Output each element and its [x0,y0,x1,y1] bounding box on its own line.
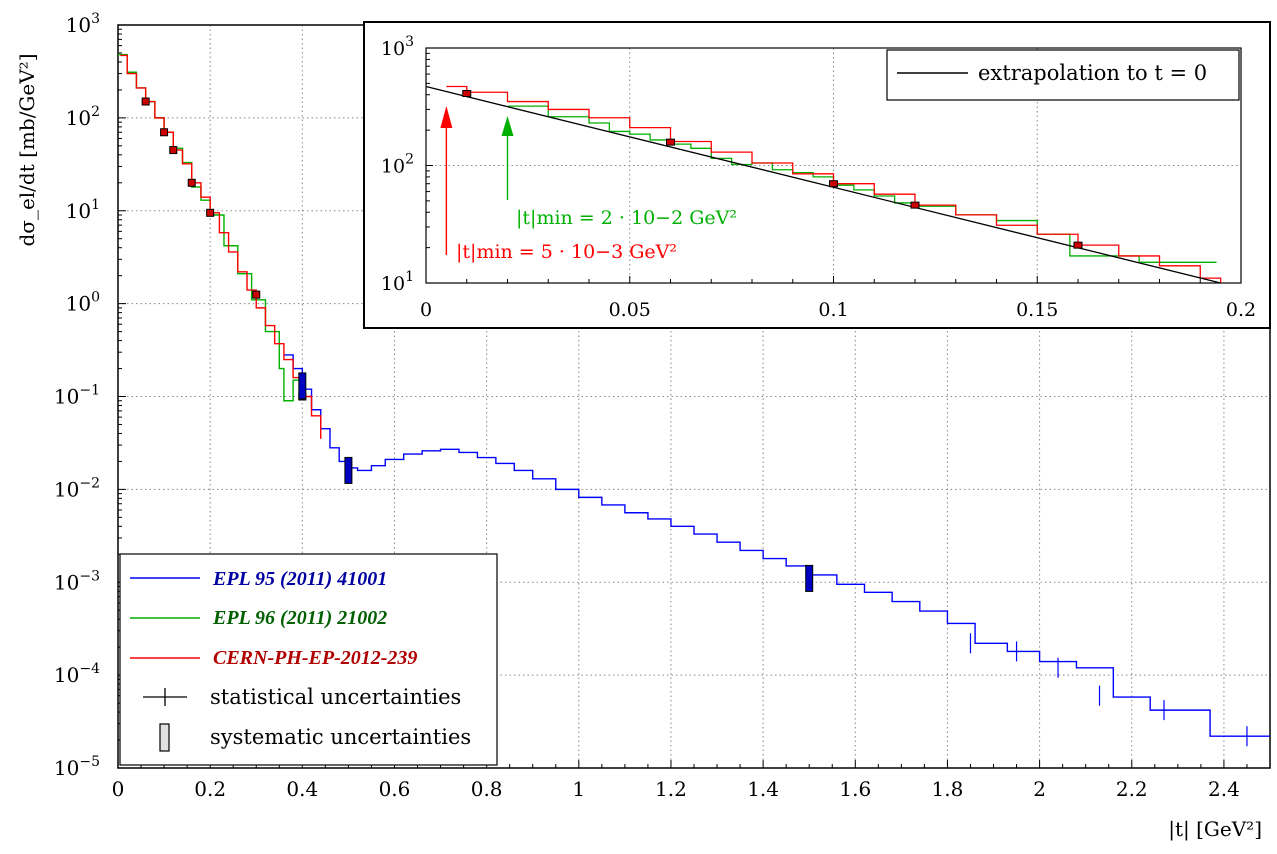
inset-y-ticks: 101 102 103 [381,34,433,295]
y-tick-label: 102 [66,104,100,130]
systematic-box [252,290,261,299]
inset-systematic-box [462,89,472,97]
systematic-box [805,564,814,592]
inset-systematic-box [1073,241,1083,249]
inset-annotations: |t|min = 2 · 10−2 GeV² |t|min = 5 · 10−3 … [440,106,737,263]
legend-label-epl96: EPL 96 (2011) 21002 [212,607,387,629]
main-y-ticks: 10−5 10−4 10−3 10−2 10−1 100 101 102 103 [54,11,126,780]
inset-systematic-box [666,138,675,146]
tmin-red-arrow-head [440,106,453,128]
tmin-red-label: |t|min = 5 · 10−3 GeV² [456,241,677,263]
legend-label-epl95: EPL 95 (2011) 41001 [212,568,387,590]
main-legend-box [119,553,498,766]
inset-extrapolation-line [425,85,1221,284]
y-tick-label: 100 [66,290,100,316]
tmin-green-arrow-head [501,116,514,136]
x-tick-label: 0.6 [379,777,411,801]
main-legend: EPL 95 (2011) 41001 EPL 96 (2011) 21002 … [119,553,498,766]
x-tick-label: 0 [112,777,125,801]
inset-grid [426,48,1241,283]
x-tick-label: 1 [572,777,585,801]
x-tick-label: 2 [1033,777,1046,801]
inset-y-tick-label: 101 [381,269,414,295]
legend-label-cern: CERN-PH-EP-2012-239 [213,647,417,669]
inset-x-tick-label: 0 [420,299,432,321]
systematic-box [187,178,196,187]
series-line-cern-ph-ep-2012-239 [120,54,322,439]
inset-legend: extrapolation to t = 0 [886,49,1240,101]
systematic-box [160,128,169,137]
legend-sys-box-icon [159,723,170,752]
x-tick-label: 0.2 [194,777,226,801]
y-tick-label: 103 [66,11,100,37]
x-tick-label: 0.8 [471,777,503,801]
x-tick-label: 1.8 [932,777,964,801]
inset-y-tick-label: 102 [381,152,414,178]
inset-legend-label: extrapolation to t = 0 [978,61,1207,85]
systematic-box [344,456,353,484]
systematic-box [169,146,178,155]
y-tick-label: 10−1 [54,383,100,409]
y-axis-label: dσ_el/dt [mb/GeV²] [15,53,39,246]
y-tick-label: 10−5 [54,754,100,780]
systematic-box [206,208,215,217]
legend-label-sys: systematic uncertainties [210,725,471,749]
inset-x-tick-label: 0.05 [609,299,651,321]
y-tick-label: 101 [66,197,100,223]
main-error-layer [808,568,1248,747]
main-systematic-layer [141,97,814,592]
inset-systematic-box [910,201,920,209]
inset-x-tick-label: 0.1 [818,299,848,321]
systematic-box [298,372,307,400]
main-x-ticks: 0 0.2 0.4 0.6 0.8 1 1.2 1.4 1.6 1.8 2 2.2 2.4 [112,760,1271,801]
y-tick-label: 10−2 [54,475,100,501]
x-tick-label: 2.2 [1116,777,1148,801]
systematic-box [141,97,150,106]
x-axis-label: |t| [GeV²] [1168,817,1262,842]
y-tick-label: 10−3 [54,568,100,594]
inset-x-tick-label: 0.2 [1226,299,1256,321]
inset-x-ticks: 0 0.05 0.1 0.15 0.2 [420,276,1256,321]
x-tick-label: 2.4 [1208,777,1240,801]
inset-systematic-box [829,180,838,188]
x-tick-label: 1.4 [747,777,779,801]
x-tick-label: 0.4 [286,777,318,801]
x-tick-label: 1.6 [839,777,871,801]
inset-systematic-layer [462,89,1083,249]
inset-x-tick-label: 0.15 [1016,299,1058,321]
inset-y-tick-label: 103 [381,34,414,60]
legend-stat-cross-icon [143,688,187,706]
x-tick-label: 1.2 [655,777,687,801]
y-tick-label: 10−4 [54,661,100,687]
tmin-green-label: |t|min = 2 · 10−2 GeV² [516,207,737,229]
legend-label-stat: statistical uncertainties [210,685,461,709]
inset-legend-box [886,49,1240,101]
